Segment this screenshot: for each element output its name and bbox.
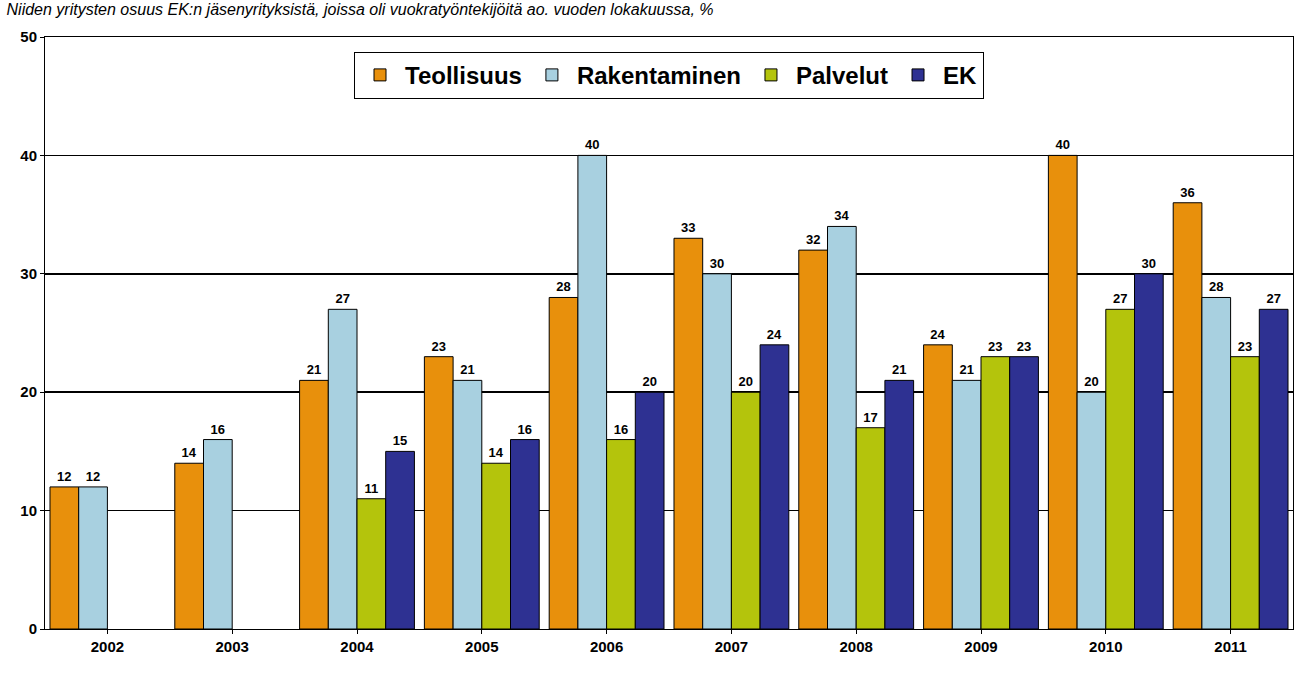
svg-text:32: 32 [806,232,820,247]
svg-text:0: 0 [29,620,37,637]
svg-text:Rakentaminen: Rakentaminen [577,62,741,89]
svg-text:2003: 2003 [216,638,249,655]
svg-text:Niiden yritysten osuus EK:n jä: Niiden yritysten osuus EK:n jäsenyrityks… [7,1,714,18]
svg-text:30: 30 [20,265,37,282]
svg-text:27: 27 [335,291,349,306]
svg-text:2002: 2002 [91,638,124,655]
svg-text:50: 50 [20,28,37,45]
svg-text:2005: 2005 [465,638,498,655]
svg-text:27: 27 [1113,291,1127,306]
svg-text:2009: 2009 [964,638,997,655]
svg-text:2006: 2006 [590,638,623,655]
svg-text:20: 20 [642,374,656,389]
svg-text:21: 21 [892,362,906,377]
svg-text:EK: EK [943,62,977,89]
svg-text:28: 28 [1209,279,1223,294]
svg-text:27: 27 [1266,291,1280,306]
svg-text:20: 20 [1084,374,1098,389]
svg-text:16: 16 [518,422,532,437]
svg-text:15: 15 [393,433,407,448]
svg-text:21: 21 [959,362,973,377]
svg-text:30: 30 [710,256,724,271]
svg-text:11: 11 [364,481,378,496]
svg-text:12: 12 [86,469,100,484]
svg-text:40: 40 [20,147,37,164]
svg-text:24: 24 [930,327,945,342]
svg-text:24: 24 [767,327,782,342]
svg-text:17: 17 [863,410,877,425]
svg-text:40: 40 [1056,137,1070,152]
svg-text:23: 23 [1238,339,1252,354]
svg-text:20: 20 [20,383,37,400]
svg-text:Teollisuus: Teollisuus [405,62,522,89]
svg-text:20: 20 [739,374,753,389]
svg-text:Palvelut: Palvelut [796,62,888,89]
svg-text:12: 12 [57,469,71,484]
svg-text:40: 40 [585,137,599,152]
svg-text:30: 30 [1142,256,1156,271]
svg-text:16: 16 [211,422,225,437]
svg-text:14: 14 [489,445,504,460]
svg-text:34: 34 [834,208,849,223]
svg-text:10: 10 [20,502,37,519]
svg-text:2011: 2011 [1214,638,1247,655]
svg-text:33: 33 [681,220,695,235]
svg-text:36: 36 [1180,185,1194,200]
svg-text:2010: 2010 [1089,638,1122,655]
svg-text:2008: 2008 [840,638,873,655]
svg-text:23: 23 [432,339,446,354]
svg-text:28: 28 [556,279,570,294]
svg-text:21: 21 [307,362,321,377]
svg-text:21: 21 [460,362,474,377]
svg-text:23: 23 [1017,339,1031,354]
svg-text:14: 14 [182,445,197,460]
svg-text:2007: 2007 [715,638,748,655]
svg-text:23: 23 [988,339,1002,354]
svg-text:16: 16 [614,422,628,437]
svg-text:2004: 2004 [340,638,374,655]
